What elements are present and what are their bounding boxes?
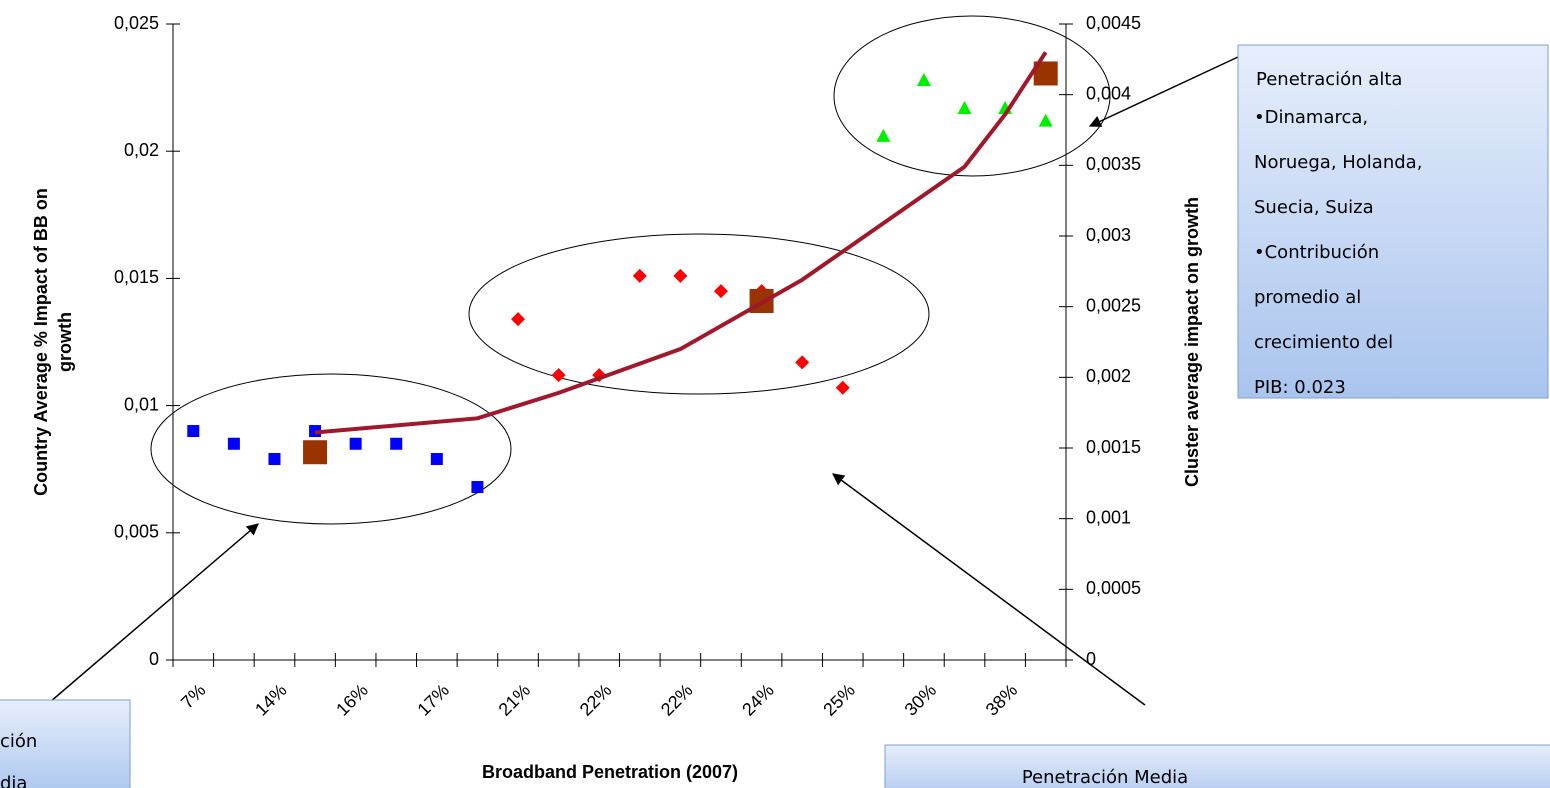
point <box>268 453 281 466</box>
y-tick-label: 0 <box>149 649 159 669</box>
annotation-box <box>1237 44 1549 399</box>
x-tick-label: 22% <box>657 680 697 720</box>
y2-tick-label: 0,0025 <box>1086 295 1141 315</box>
cluster-ellipse <box>150 373 512 525</box>
x-tick-label: 24% <box>738 680 778 720</box>
y-tick-label: 0,025 <box>114 13 159 33</box>
annotation-text: •Dinamarca, <box>1254 107 1368 128</box>
annotation-text: Suecia, Suiza <box>1254 197 1374 218</box>
point <box>349 437 362 450</box>
x-tick-label: 30% <box>900 680 940 720</box>
point <box>713 284 728 299</box>
point <box>471 481 484 494</box>
x-axis-title: Broadband Penetration (2007) <box>482 762 738 782</box>
annotation-text: PIB: 0.023 <box>1254 377 1346 398</box>
y2-tick-label: 0 <box>1086 649 1096 669</box>
point <box>916 72 931 86</box>
annotation-title: ción <box>0 731 37 752</box>
annotation-box <box>884 744 1550 788</box>
x-tick-label: 14% <box>251 680 291 720</box>
y-tick-label: 0,005 <box>114 522 159 542</box>
y2-tick-label: 0,003 <box>1086 225 1131 245</box>
arrow <box>1088 56 1239 127</box>
point <box>511 312 526 327</box>
y-tick-label: 0,015 <box>114 267 159 287</box>
y2-tick-label: 0,0015 <box>1086 437 1141 457</box>
point <box>1038 113 1053 127</box>
annotation-box <box>0 699 131 788</box>
y-axis-title: Country Average % Impact of BB on <box>31 188 51 496</box>
x-tick-label: 22% <box>576 680 616 720</box>
cluster-ellipse <box>833 15 1111 177</box>
y2-tick-label: 0,001 <box>1086 507 1131 527</box>
arrow <box>49 523 259 703</box>
y2-axis-title: Cluster average impact on growth <box>1182 197 1202 487</box>
point <box>957 100 972 114</box>
point <box>430 453 443 466</box>
point <box>227 437 240 450</box>
annotation-title: Penetración alta <box>1256 69 1402 90</box>
y2-tick-label: 0,0005 <box>1086 578 1141 598</box>
point <box>303 440 328 465</box>
annotation-text: promedio al <box>1254 287 1361 308</box>
point <box>795 355 810 370</box>
arrow <box>832 473 1146 706</box>
cluster-ellipse <box>468 233 930 395</box>
point <box>876 128 891 142</box>
line <box>314 51 1048 435</box>
annotation-text: •Contribución <box>1254 242 1379 263</box>
x-tick-label: 21% <box>495 680 535 720</box>
x-tick-label: 17% <box>413 680 453 720</box>
y2-tick-label: 0,0035 <box>1086 154 1141 174</box>
y-axis-title: growth <box>55 312 75 372</box>
point <box>835 380 850 395</box>
annotation-text: dia <box>0 773 27 788</box>
y2-tick-label: 0,0045 <box>1086 13 1141 33</box>
point <box>551 368 566 383</box>
annotation-text: Noruega, Holanda, <box>1254 152 1422 173</box>
point <box>187 425 200 438</box>
x-tick-label: 38% <box>982 680 1022 720</box>
annotation-text: crecimiento del <box>1254 332 1393 353</box>
x-tick-label: 7% <box>177 680 210 713</box>
point <box>390 437 403 450</box>
y-tick-label: 0,02 <box>124 140 159 160</box>
y2-tick-label: 0,004 <box>1086 83 1131 103</box>
x-tick-label: 16% <box>332 680 372 720</box>
point <box>673 268 688 283</box>
x-tick-label: 25% <box>819 680 859 720</box>
annotation-title: Penetración Media <box>1022 767 1188 788</box>
point <box>632 268 647 283</box>
y2-tick-label: 0,002 <box>1086 366 1131 386</box>
y-tick-label: 0,01 <box>124 394 159 414</box>
